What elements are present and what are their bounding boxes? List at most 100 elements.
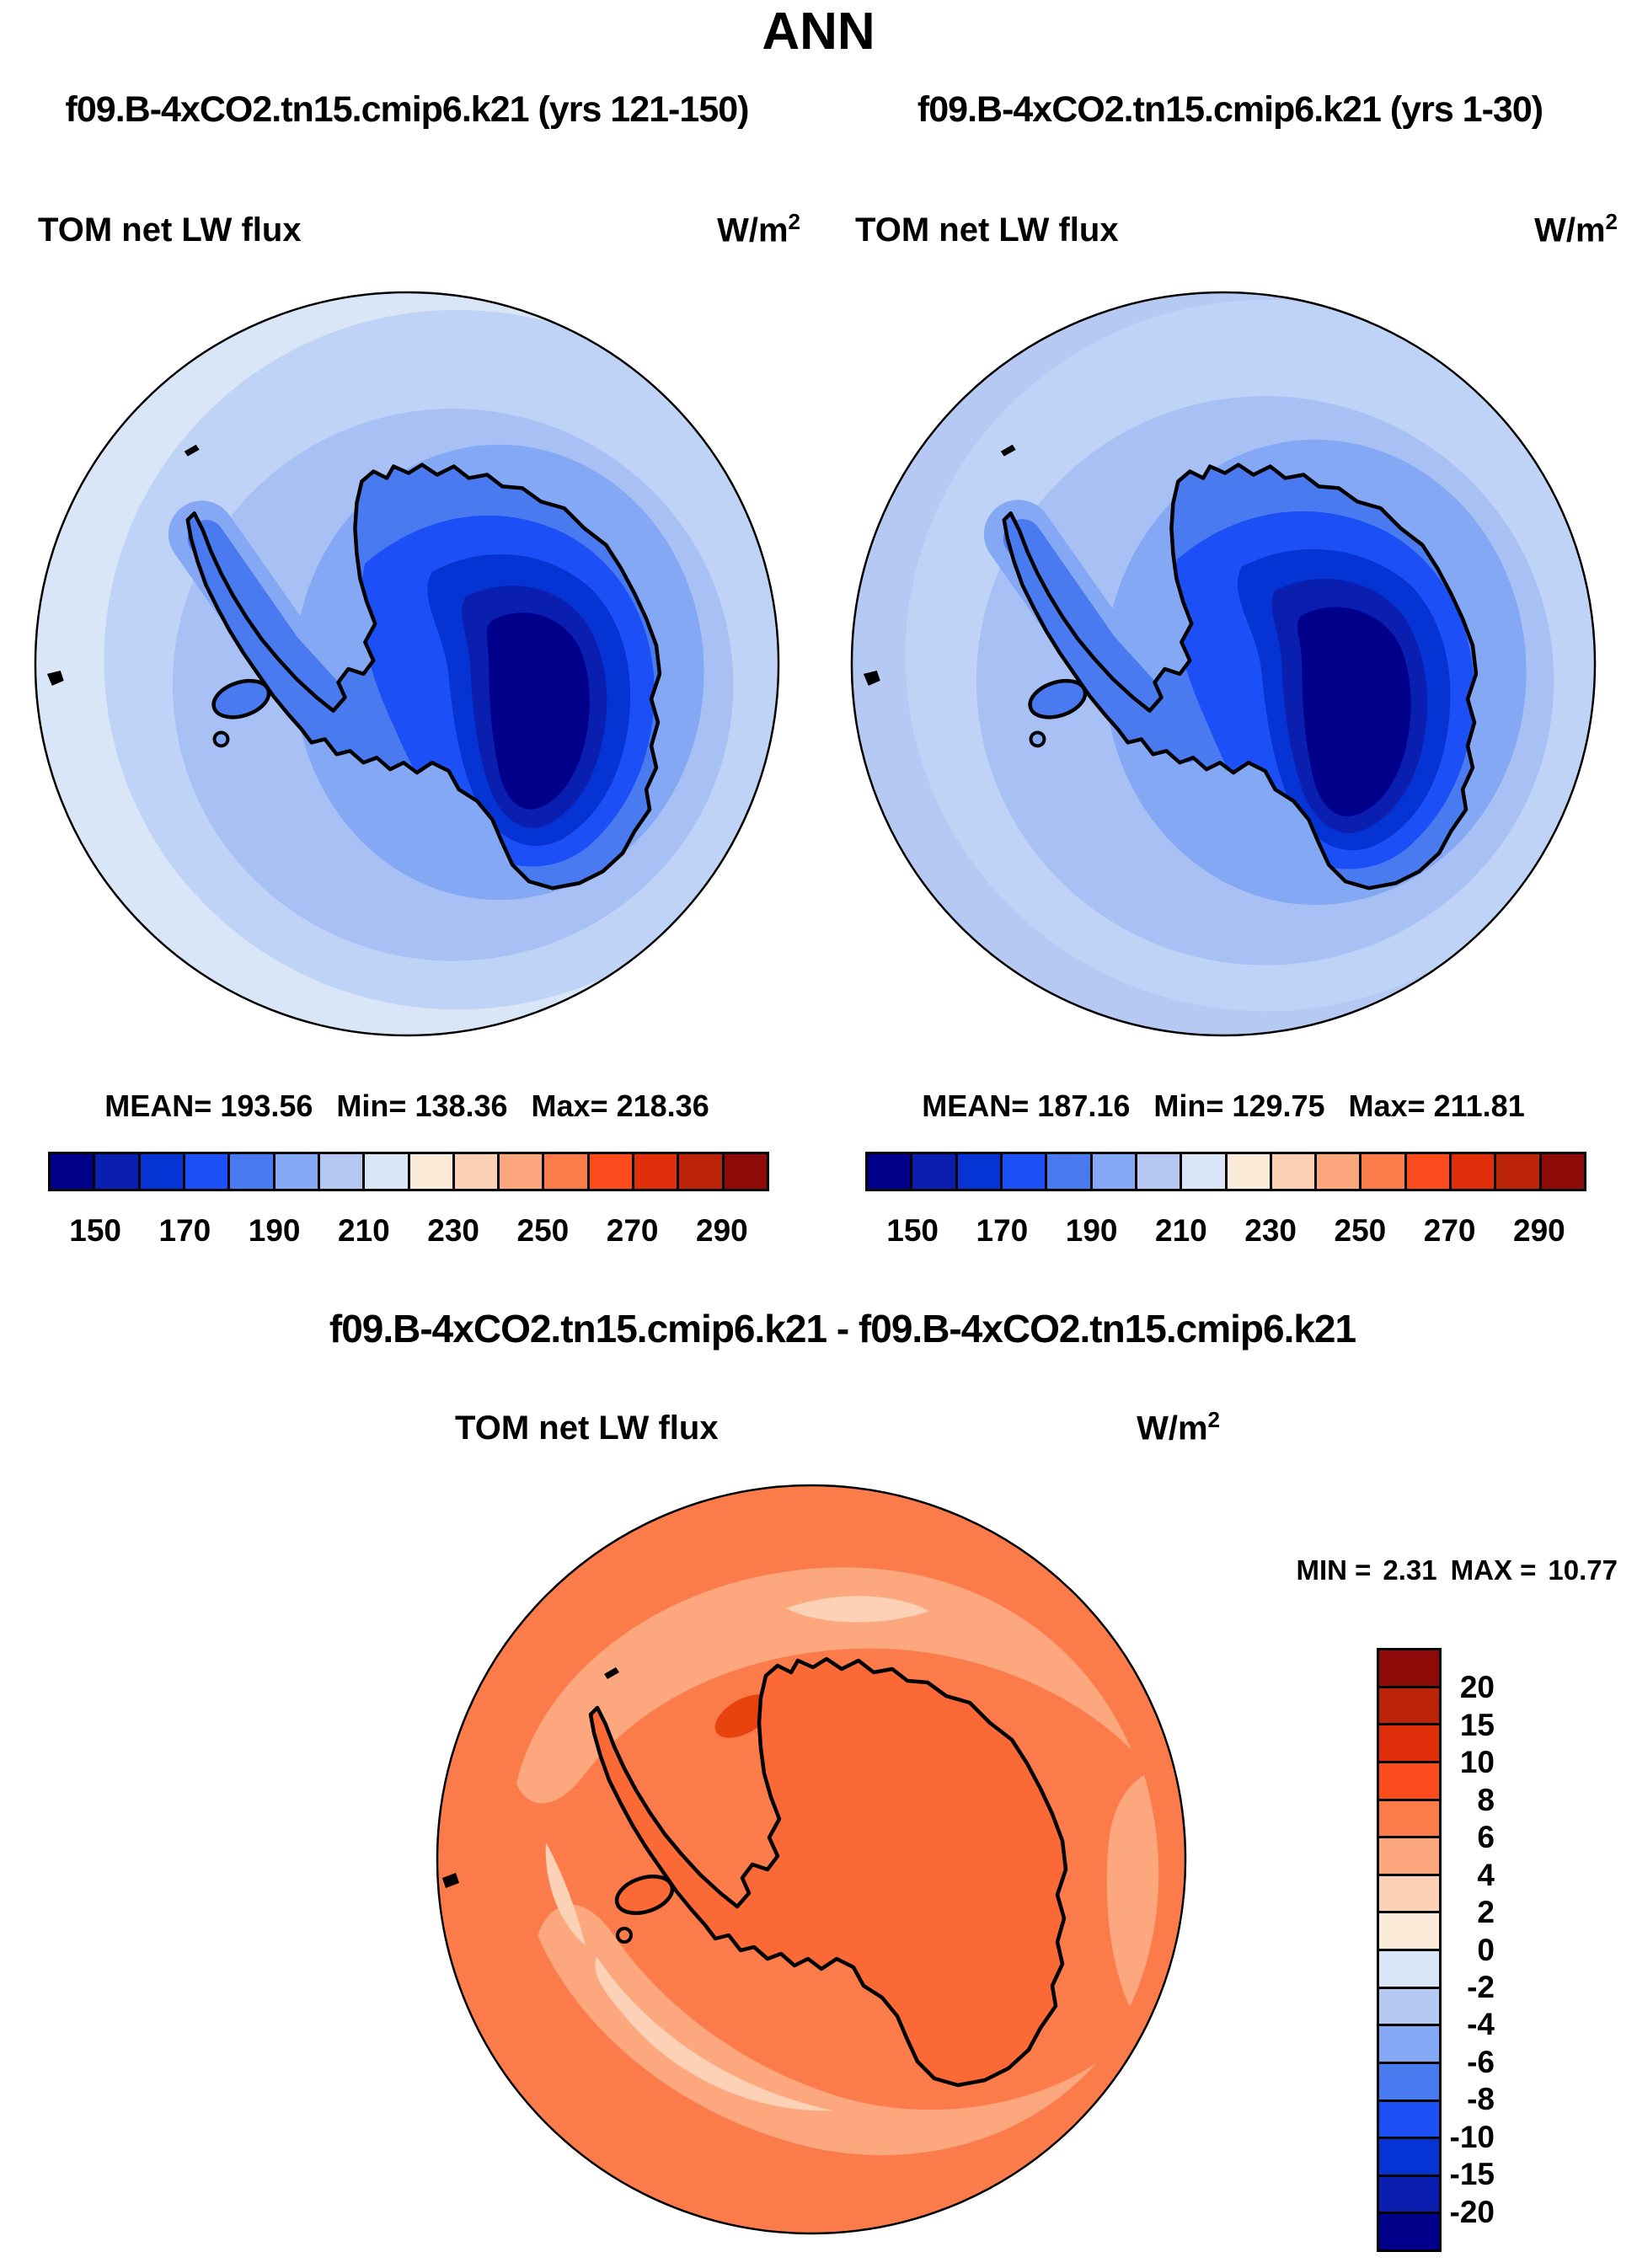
map-boundary-circle	[436, 1484, 1187, 2235]
mean-label: MEAN=	[922, 1089, 1030, 1123]
variable-label: TOM net LW flux	[38, 211, 302, 249]
colorbar-cell	[1379, 1723, 1439, 1761]
map-difference	[436, 1484, 1187, 2235]
contour-fill-lighter-bottom	[595, 1956, 832, 2111]
alexander-island	[211, 678, 271, 719]
colorbar-cell	[1134, 1154, 1180, 1189]
colorbar-tick-label: 230	[1244, 1213, 1297, 1248]
alexander-island	[614, 1875, 675, 1915]
colorbar-cell	[1379, 1685, 1439, 1724]
diff-panel-label-row: TOM net LW flux W/m2	[455, 1407, 1220, 1447]
colorbar-cell	[1224, 1154, 1270, 1189]
colorbar-tick-label: -8	[1467, 2082, 1495, 2117]
colorbar-tick-label: -4	[1467, 2007, 1495, 2042]
colorbar-cell	[1379, 2024, 1439, 2062]
mean-value: 193.56	[220, 1089, 313, 1123]
figure-title: ANN	[762, 3, 875, 61]
colorbar-tick-label: 15	[1459, 1707, 1495, 1742]
colorbar-cell	[407, 1154, 452, 1189]
colorbar-tick-label: -6	[1467, 2044, 1495, 2079]
colorbar-tick-label: 170	[158, 1213, 211, 1248]
colorbar-cell	[137, 1154, 183, 1189]
colorbar-cell	[1379, 2137, 1439, 2174]
colorbar-cell	[1379, 1911, 1439, 1949]
colorbar-cell	[677, 1154, 722, 1189]
colorbar-tick-label: -20	[1449, 2194, 1495, 2229]
colorbar-cell	[1379, 2099, 1439, 2137]
colorbar-tick-label: 290	[696, 1213, 748, 1248]
colorbar-cell	[721, 1154, 767, 1189]
colorbar-cell	[1379, 1760, 1439, 1799]
colorbar-tick-label: 170	[976, 1213, 1029, 1248]
contour-fill-land-core	[1297, 607, 1411, 817]
map-right-yrs-1-30	[850, 291, 1597, 1037]
max-label: Max=	[531, 1089, 608, 1123]
colorbar-right	[865, 1152, 1586, 1191]
contour-fill-land-core	[486, 612, 590, 810]
colorbar-cell	[1379, 1836, 1439, 1874]
colorbar-cell	[182, 1154, 228, 1189]
colorbar-cell	[317, 1154, 363, 1189]
edge-island	[863, 670, 880, 686]
island-dash	[184, 444, 200, 457]
colorbar-cell	[910, 1154, 955, 1189]
colorbar-tick-label: 20	[1459, 1670, 1495, 1705]
colorbar-tick-label: 190	[1065, 1213, 1118, 1248]
island-dash	[604, 1667, 619, 1679]
contour-fill-lighter-top	[786, 1596, 929, 1623]
colorbar-cell	[1404, 1154, 1450, 1189]
colorbar-cell	[51, 1154, 94, 1189]
panel-right-label-row: TOM net LW flux W/m2	[855, 209, 1618, 249]
island-dash	[1000, 444, 1016, 457]
map-left-yrs-121-150	[34, 291, 780, 1037]
colorbar-cell	[868, 1154, 911, 1189]
mean-value: 187.16	[1037, 1089, 1131, 1123]
max-value: 211.81	[1433, 1089, 1525, 1123]
contour-fill-light-arc-top	[516, 1567, 1131, 1804]
max-value: 218.36	[616, 1089, 709, 1123]
colorbar-cell	[1379, 2174, 1439, 2212]
panel-right-stats: MEAN= 187.16 Min= 129.75 Max= 211.81	[847, 1089, 1600, 1124]
colorbar-cell	[1045, 1154, 1090, 1189]
colorbar-cell	[1538, 1154, 1584, 1189]
colorbar-cell	[1449, 1154, 1495, 1189]
colorbar-cell	[1359, 1154, 1404, 1189]
diff-minmax-stats: MIN = 2.31 MAX = 10.77	[1196, 1554, 1618, 1586]
units-label: W/m2	[717, 209, 800, 249]
max-label: Max=	[1348, 1089, 1426, 1123]
colorbar-diff	[1377, 1648, 1442, 2252]
colorbar-cell	[1379, 1798, 1439, 1837]
colorbar-tick-label: 150	[886, 1213, 939, 1248]
colorbar-tick-label: 8	[1477, 1782, 1495, 1817]
colorbar-cell	[227, 1154, 273, 1189]
colorbar-tick-label: -15	[1449, 2157, 1495, 2192]
colorbar-tick-label: 250	[1334, 1213, 1387, 1248]
colorbar-cell	[1379, 1986, 1439, 2025]
colorbar-tick-label: -2	[1467, 1969, 1495, 2004]
max-label: MAX =	[1450, 1554, 1537, 1586]
contour-fill-light-arc-right	[1106, 1775, 1159, 2007]
min-value: 138.36	[415, 1089, 508, 1123]
colorbar-cell	[452, 1154, 498, 1189]
mean-label: MEAN=	[104, 1089, 212, 1123]
variable-label: TOM net LW flux	[855, 211, 1119, 249]
colorbar-tick-label: 210	[338, 1213, 390, 1248]
colorbar-cell	[93, 1154, 138, 1189]
colorbar-cell	[1379, 1949, 1439, 1987]
variable-label: TOM net LW flux	[455, 1409, 719, 1447]
panel-left-label-row: TOM net LW flux W/m2	[38, 209, 800, 249]
small-island	[1029, 730, 1046, 748]
colorbar-tick-label: 190	[248, 1213, 301, 1248]
colorbar-cell	[362, 1154, 408, 1189]
colorbar-tick-label: 210	[1155, 1213, 1207, 1248]
panel-right-subtitle: f09.B-4xCO2.tn15.cmip6.k21 (yrs 1-30)	[917, 89, 1543, 130]
colorbar-left	[48, 1152, 769, 1191]
colorbar-tick-label: 10	[1459, 1745, 1495, 1780]
alexander-island	[1028, 678, 1088, 719]
diff-panel-title: f09.B-4xCO2.tn15.cmip6.k21 - f09.B-4xCO2…	[329, 1307, 1356, 1351]
colorbar-cell	[1379, 1873, 1439, 1912]
colorbar-tick-label: 4	[1477, 1857, 1495, 1892]
colorbar-tick-label: 6	[1477, 1820, 1495, 1855]
colorbar-tick-label: 2	[1477, 1895, 1495, 1930]
